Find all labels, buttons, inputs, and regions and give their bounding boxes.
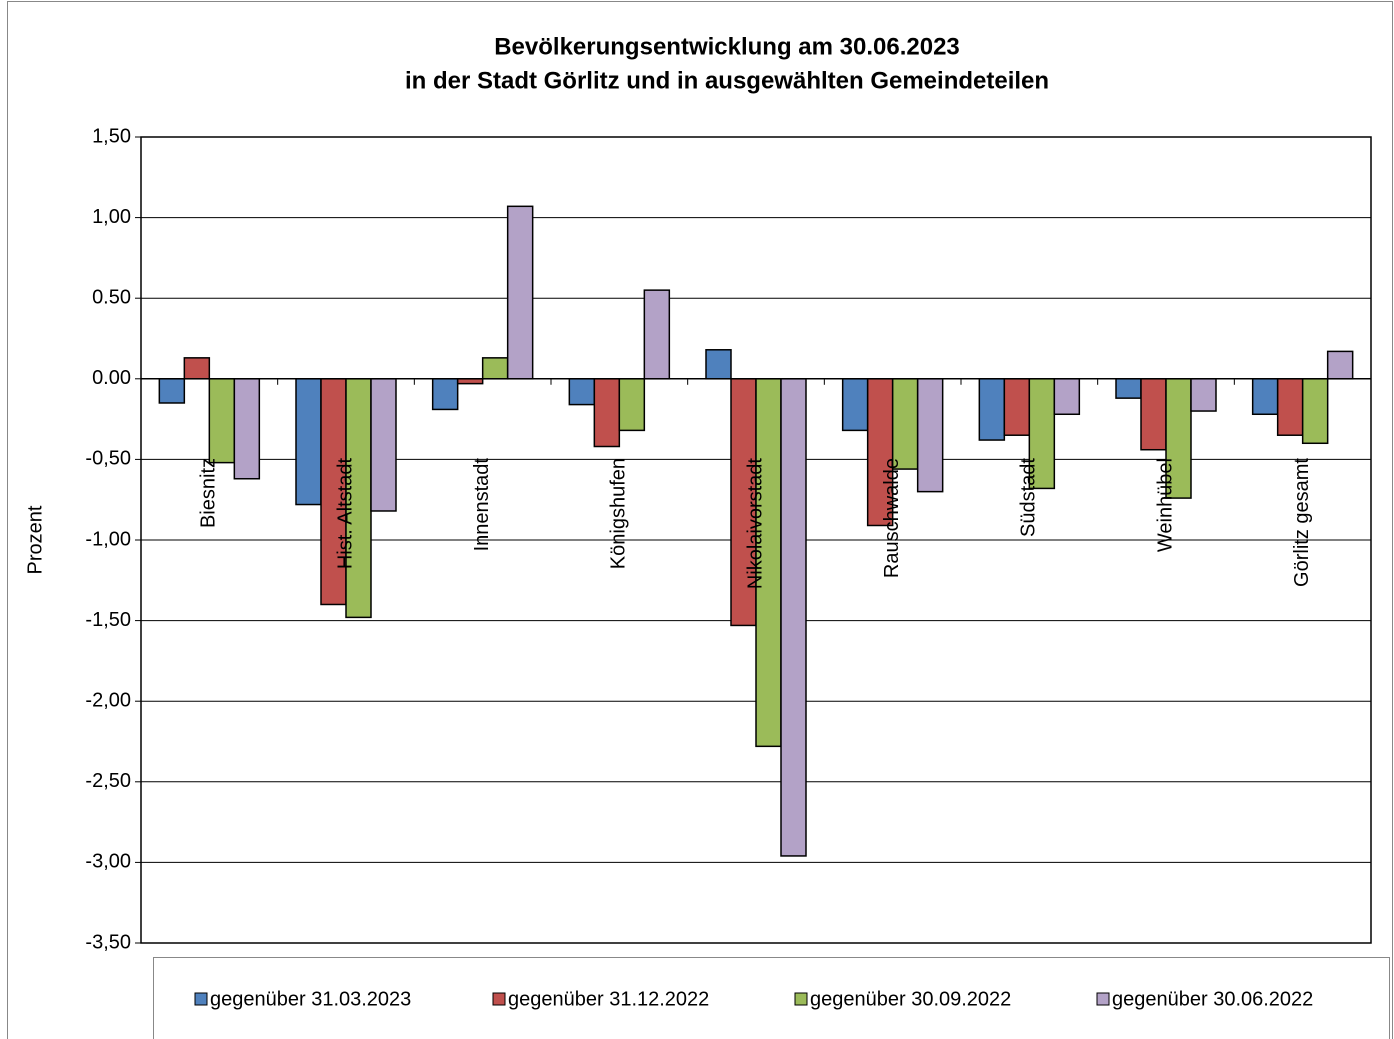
- bar: [1326, 350, 1354, 380]
- y-tick-label: -3,50: [85, 931, 131, 953]
- legend-label: gegenüber 30.06.2022: [1112, 988, 1313, 1010]
- legend-label: gegenüber 31.12.2022: [508, 988, 709, 1010]
- bar: [370, 378, 397, 512]
- y-tick-label: -3,00: [85, 851, 131, 873]
- x-tick-label: Innenstadt: [471, 458, 493, 552]
- y-tick-label: 0.50: [92, 286, 131, 308]
- bar: [1003, 378, 1031, 436]
- bar: [643, 289, 671, 380]
- y-axis-label: Prozent: [24, 505, 46, 574]
- bar: [1301, 378, 1329, 445]
- x-tick-label: Südstadt: [1018, 458, 1040, 537]
- bar: [755, 378, 782, 748]
- bar: [208, 378, 236, 464]
- bar: [183, 357, 211, 380]
- y-tick-label: -2,00: [85, 689, 131, 711]
- y-tick-label: 1,00: [92, 206, 131, 228]
- legend-box: [153, 957, 1390, 1039]
- x-tick-label: Biesnitz: [198, 458, 220, 528]
- x-tick-label: Nikolaivorstadt: [744, 458, 766, 590]
- bar: [618, 378, 646, 432]
- bar: [866, 378, 894, 527]
- legend-label: gegenüber 30.09.2022: [810, 988, 1011, 1010]
- y-tick-label: -1,50: [85, 609, 131, 631]
- bar: [481, 357, 509, 380]
- x-tick-label: Weinhübel: [1154, 458, 1176, 552]
- y-tick-label: -1,00: [85, 528, 131, 550]
- legend-label: gegenüber 31.03.2023: [210, 988, 411, 1010]
- plot-border: [140, 136, 1372, 944]
- bar: [1251, 378, 1279, 416]
- bar: [730, 378, 757, 627]
- legend-swatch: [492, 992, 506, 1006]
- legend-swatch: [794, 992, 808, 1006]
- bar: [1053, 378, 1081, 416]
- bar: [1276, 378, 1304, 436]
- chart-subtitle: in der Stadt Görlitz und in ausgewählten…: [405, 67, 1049, 94]
- bar: [978, 378, 1006, 441]
- bar: [295, 378, 322, 506]
- x-tick-label: Rauschwalde: [881, 458, 903, 578]
- bar: [1165, 378, 1192, 499]
- bar: [233, 378, 261, 480]
- x-tick-label: Königshufen: [608, 458, 630, 569]
- chart-title: Bevölkerungsentwicklung am 30.06.2023: [494, 33, 960, 60]
- y-tick-label: 1,50: [92, 125, 131, 147]
- bar: [705, 349, 732, 380]
- bar: [916, 378, 944, 493]
- y-tick-label: -0,50: [85, 448, 131, 470]
- x-tick-label: Hist. Altstadt: [334, 458, 356, 570]
- y-tick-label: 0.00: [92, 367, 131, 389]
- bar: [1115, 378, 1142, 399]
- bar: [431, 378, 459, 411]
- bar: [1028, 378, 1056, 490]
- bar: [345, 378, 372, 619]
- y-tick-label: -2,50: [85, 770, 131, 792]
- bar: [780, 378, 807, 857]
- bar: [593, 378, 621, 448]
- bar: [158, 378, 186, 404]
- bar: [1140, 378, 1167, 451]
- bar: [841, 378, 869, 432]
- legend-swatch: [1096, 992, 1110, 1006]
- bar: [506, 205, 534, 380]
- bar: [891, 378, 919, 470]
- x-tick-label: Görlitz gesamt: [1291, 458, 1313, 587]
- legend-swatch: [194, 992, 208, 1006]
- bar: [568, 378, 596, 406]
- bar: [1190, 378, 1217, 412]
